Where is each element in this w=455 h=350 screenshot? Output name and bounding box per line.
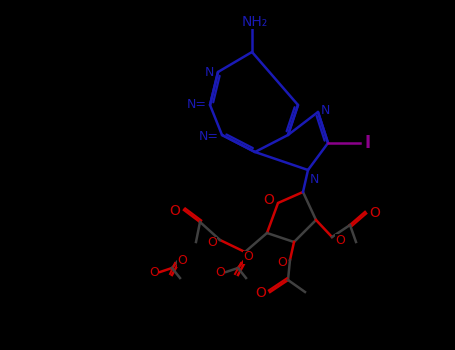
Text: O: O (169, 204, 180, 218)
Text: N=: N= (199, 131, 219, 144)
Text: O: O (263, 193, 274, 207)
Text: O: O (255, 286, 266, 300)
Text: O: O (277, 256, 287, 268)
Text: O: O (149, 266, 159, 279)
Text: O: O (215, 266, 225, 279)
Text: NH₂: NH₂ (242, 15, 268, 29)
Text: O: O (243, 251, 253, 264)
Text: O: O (335, 233, 345, 246)
Text: N=: N= (187, 98, 207, 112)
Text: O: O (369, 206, 380, 220)
Text: O: O (207, 237, 217, 250)
Text: N: N (321, 104, 330, 117)
Text: I: I (364, 134, 370, 152)
Text: O: O (177, 253, 187, 266)
Text: N: N (310, 173, 319, 186)
Text: N: N (205, 65, 214, 78)
